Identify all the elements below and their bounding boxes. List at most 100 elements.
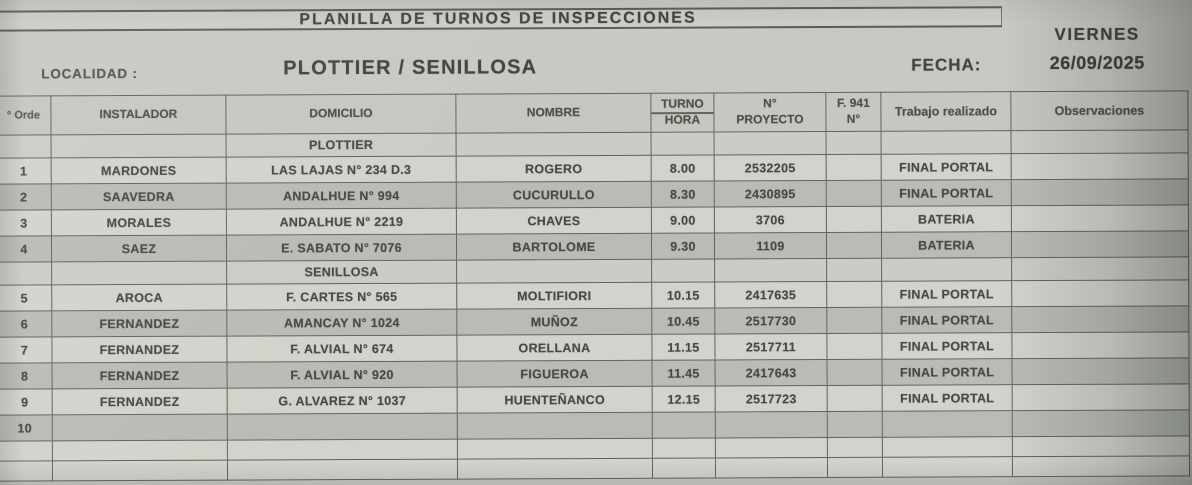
table-cell: BATERIA: [881, 205, 1012, 233]
table-cell: [826, 232, 882, 259]
table-cell: [457, 412, 653, 440]
table-cell: [826, 154, 882, 181]
table-cell: [827, 385, 883, 412]
table-cell: 7: [0, 336, 53, 364]
table-cell: [826, 131, 882, 155]
table-cell: FINAL PORTAL: [881, 280, 1012, 308]
localidad-label: LOCALIDAD :: [41, 65, 138, 82]
table-cell: FERNANDEZ: [51, 310, 227, 337]
table-cell: CHAVES: [456, 207, 652, 235]
table-cell: [827, 359, 883, 386]
table-cell: [227, 439, 458, 461]
table-cell: [882, 436, 1013, 458]
table-cell: 2532205: [714, 154, 827, 181]
table-cell: 8.30: [651, 180, 715, 208]
table-cell: 11.45: [652, 359, 716, 387]
table-cell: [827, 437, 883, 458]
col-header-observaciones: Observaciones: [1010, 90, 1189, 131]
table-cell: [1011, 204, 1189, 232]
table-cell: [826, 307, 882, 334]
table-cell: [652, 457, 716, 479]
table-cell: 10.15: [651, 281, 715, 309]
table-cell: FINAL PORTAL: [881, 179, 1012, 207]
table-cell: [52, 414, 228, 441]
table-cell: [52, 440, 228, 461]
table-cell: 2517723: [715, 385, 828, 412]
table-cell: [827, 457, 883, 478]
table-cell: [1012, 409, 1190, 437]
table-cell: E. SABATO N° 7076: [226, 234, 457, 262]
table-cell: F. ALVIAL N° 674: [226, 335, 458, 363]
page-title: PLANILLA DE TURNOS DE INSPECCIONES: [299, 9, 697, 28]
table-cell: 9.00: [651, 206, 715, 234]
table-cell: [0, 134, 52, 159]
table-cell: FINAL PORTAL: [881, 332, 1013, 360]
table-cell: [826, 180, 882, 207]
table-header-row: ° Orde INSTALADOR DOMICILIO NOMBRE TURNO…: [0, 90, 1189, 136]
table-cell: [714, 131, 827, 155]
fecha-value: 26/09/2025: [1049, 52, 1145, 74]
table-cell: FINAL PORTAL: [881, 153, 1012, 181]
table-cell: SAEZ: [51, 235, 227, 262]
table-cell: F. CARTES N° 565: [226, 283, 457, 311]
table-cell: ORELLANA: [456, 334, 653, 362]
table-cell: SENILLOSA: [226, 260, 457, 285]
col-header-nombre: NOMBRE: [455, 93, 652, 134]
table-cell: [1011, 331, 1190, 359]
table-cell: [826, 333, 883, 360]
table-cell: [715, 457, 828, 478]
table-cell: 1: [0, 157, 52, 185]
table-cell: [882, 456, 1013, 478]
table-cell: FERNANDEZ: [51, 336, 228, 363]
table-cell: [227, 413, 458, 441]
table-cell: 6: [0, 310, 52, 338]
col-header-trabajo: Trabajo realizado: [880, 91, 1012, 132]
table-cell: [1011, 230, 1189, 258]
table-cell: F. ALVIAL N° 920: [227, 361, 458, 389]
table-cell: [457, 438, 653, 460]
table-cell: 5: [0, 284, 52, 312]
table-cell: [881, 130, 1012, 155]
col-header-orden: ° Orde: [0, 95, 52, 136]
table-cell: [0, 460, 53, 482]
table-body: PLOTTIER 1 MARDONES LAS LAJAS N° 234 D.3 ROG…: [0, 129, 1190, 482]
table-cell: [826, 281, 882, 308]
table-cell: 10: [0, 414, 53, 442]
table-cell: FERNANDEZ: [52, 362, 228, 389]
table-cell: 2417643: [715, 359, 828, 386]
table-cell: ANDALHUE N° 994: [226, 182, 457, 210]
table-row: [0, 455, 1190, 482]
table-cell: 2517711: [714, 333, 828, 360]
table-cell: MOLTIFIORI: [456, 282, 652, 310]
table-cell: [826, 206, 882, 233]
table-cell: [1012, 455, 1190, 477]
table-cell: [714, 258, 827, 282]
table-cell: [51, 134, 227, 158]
col-header-turno-hora: TURNO HORA: [650, 92, 715, 133]
table-cell: 12.15: [652, 385, 716, 413]
table-cell: [1011, 279, 1189, 307]
table-cell: [882, 410, 1013, 438]
table-cell: 2: [0, 183, 52, 211]
table-cell: MUÑOZ: [456, 308, 652, 336]
table-cell: [1011, 178, 1189, 206]
table-cell: [715, 411, 828, 438]
table-cell: ANDALHUE N° 2219: [226, 208, 457, 236]
table-cell: [827, 411, 883, 438]
table-cell: SAAVEDRA: [51, 183, 227, 210]
localidad-value: PLOTTIER / SENILLOSA: [283, 56, 538, 80]
table-cell: FIGUEROA: [457, 360, 653, 388]
table-cell: 2417635: [714, 281, 827, 308]
table-cell: 8.00: [651, 154, 715, 182]
table-cell: [52, 460, 228, 481]
table-cell: [1011, 256, 1189, 281]
table-cell: G. ALVAREZ N° 1037: [227, 387, 458, 415]
table-cell: [227, 459, 458, 481]
table-cell: [651, 258, 715, 283]
table-cell: [1011, 152, 1189, 180]
table-cell: [456, 259, 652, 284]
table-cell: 4: [0, 235, 52, 263]
table-cell: CUCURULLO: [456, 181, 652, 209]
